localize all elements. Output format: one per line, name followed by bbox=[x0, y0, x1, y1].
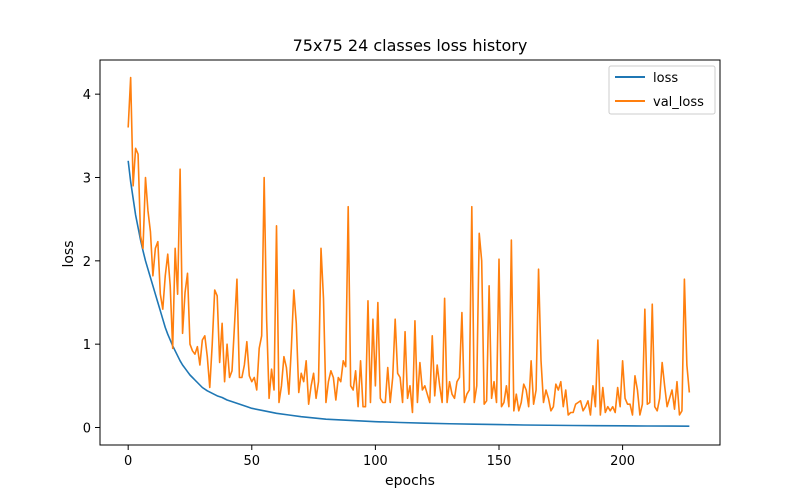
x-tick-label: 150 bbox=[487, 454, 512, 469]
x-tick-label: 100 bbox=[363, 454, 388, 469]
x-tick-label: 0 bbox=[124, 454, 132, 469]
x-axis: 0 50 100 150 200 bbox=[124, 445, 635, 469]
y-tick-label: 2 bbox=[83, 255, 91, 270]
x-tick-label: 200 bbox=[610, 454, 635, 469]
series-line-val-loss bbox=[127, 76, 691, 416]
legend-label-val-loss: val_loss bbox=[653, 95, 704, 110]
legend: loss val_loss bbox=[608, 65, 716, 115]
y-axis-label: loss bbox=[61, 240, 77, 267]
legend-label-loss: loss bbox=[653, 71, 678, 86]
y-tick-label: 3 bbox=[83, 172, 91, 187]
chart-title: 75x75 24 classes loss history bbox=[293, 36, 528, 55]
series-line-loss bbox=[127, 160, 690, 427]
x-tick-label: 50 bbox=[244, 454, 261, 469]
series-layer bbox=[127, 76, 691, 427]
y-tick-label: 1 bbox=[83, 338, 91, 353]
x-axis-label: epochs bbox=[385, 473, 435, 489]
plot-area bbox=[99, 59, 721, 446]
y-tick-label: 4 bbox=[83, 88, 91, 103]
y-axis: 0 1 2 3 4 bbox=[83, 88, 100, 437]
y-tick-label: 0 bbox=[83, 422, 91, 437]
